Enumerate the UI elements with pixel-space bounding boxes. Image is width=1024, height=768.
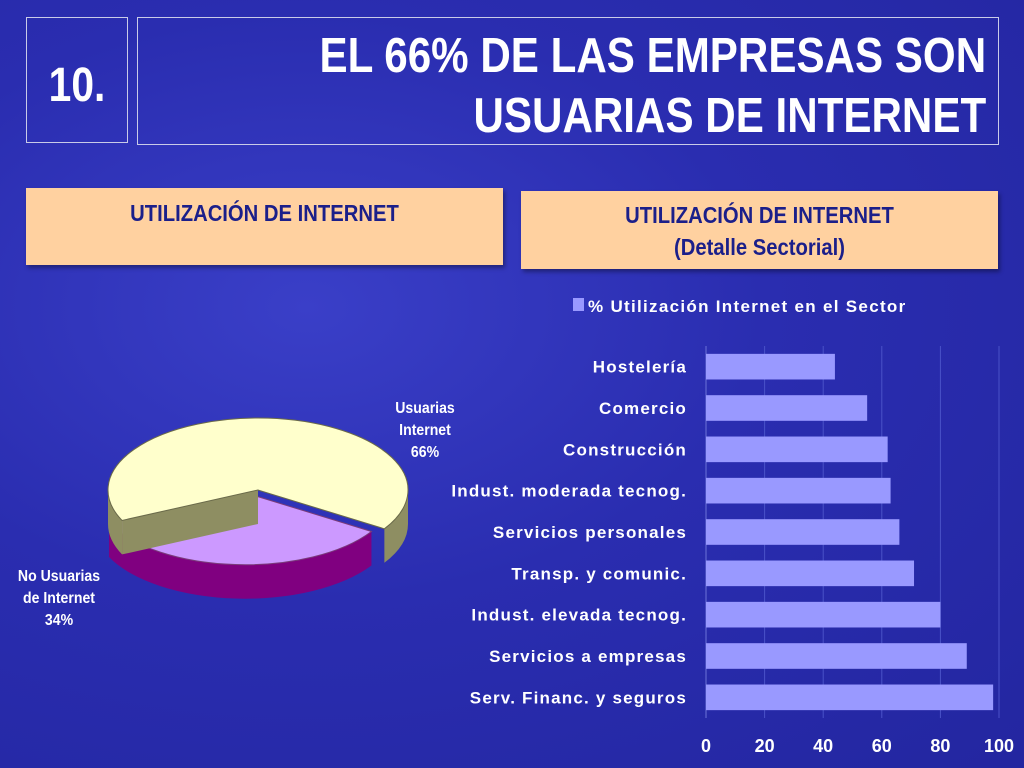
bar-8	[706, 684, 994, 711]
x-tick-label-2: 40	[813, 736, 833, 756]
category-label-7: Servicios a empresas	[489, 647, 687, 666]
pie-slice-users-wall	[122, 490, 258, 555]
pie-slice-non-users-side-0	[109, 523, 372, 599]
pie-label-non-users-line1: No Usuarias	[17, 568, 101, 585]
slide-number: 10.	[48, 59, 106, 112]
category-label-5: Transp. y comunic.	[511, 564, 687, 583]
pie-label-non-users-pct: 34%	[44, 612, 74, 629]
bar-chart-title-line-1: UTILIZACIÓN DE INTERNET	[625, 202, 894, 228]
title-line-2: USUARIAS DE INTERNET	[473, 89, 986, 143]
bar-2	[706, 436, 888, 463]
bar-0	[706, 353, 835, 380]
legend-label: % Utilización Internet en el Sector	[588, 297, 907, 316]
x-tick-label-4: 80	[930, 736, 950, 756]
bar-1	[706, 395, 868, 421]
category-label-0: Hostelería	[593, 358, 687, 377]
x-tick-label-3: 60	[872, 736, 892, 756]
pie-label-users-line2: Internet	[399, 422, 451, 439]
bar-chart-title-panel: UTILIZACIÓN DE INTERNET (Detalle Sectori…	[521, 191, 998, 269]
category-label-8: Serv. Financ. y seguros	[470, 688, 687, 707]
pie-chart	[107, 417, 409, 599]
bar-chart-title-line-2: (Detalle Sectorial)	[674, 234, 845, 260]
x-tick-label-5: 100	[984, 736, 1014, 756]
category-label-2: Construcción	[563, 440, 687, 459]
title-box: EL 66% DE LAS EMPRESAS SON USUARIAS DE I…	[137, 17, 999, 145]
category-label-6: Indust. elevada tecnog.	[471, 606, 687, 625]
bar-4	[706, 519, 900, 545]
title-line-1: EL 66% DE LAS EMPRESAS SON	[319, 29, 986, 83]
pie-label-users-pct: 66%	[410, 444, 440, 461]
pie-slice-users	[107, 417, 409, 530]
pie-chart-title: UTILIZACIÓN DE INTERNET	[130, 200, 399, 226]
bar-6	[706, 601, 941, 628]
x-tick-label-0: 0	[701, 736, 711, 756]
bar-3	[706, 477, 891, 504]
pie-label-non-users-line2: de Internet	[23, 590, 95, 607]
bar-chart: Hostelería Comercio Construcción Indust. mo…	[451, 297, 1014, 756]
bar-7	[706, 643, 967, 669]
pie-chart-title-panel: UTILIZACIÓN DE INTERNET	[26, 188, 503, 265]
pie-label-users: Usuarias Internet 66%	[381, 398, 469, 464]
pie-label-non-users: No Usuarias de Internet 34%	[11, 566, 108, 632]
pie-label-users-line1: Usuarias	[395, 400, 455, 417]
x-tick-label-1: 20	[755, 736, 775, 756]
bar-5	[706, 560, 915, 587]
pie-slice-users-side-1	[384, 490, 408, 563]
category-label-3: Indust. moderada tecnog.	[451, 482, 687, 501]
category-label-4: Servicios personales	[493, 523, 687, 542]
legend-swatch	[573, 298, 584, 311]
slide-number-box: 10.	[26, 17, 128, 143]
category-label-1: Comercio	[599, 399, 687, 418]
